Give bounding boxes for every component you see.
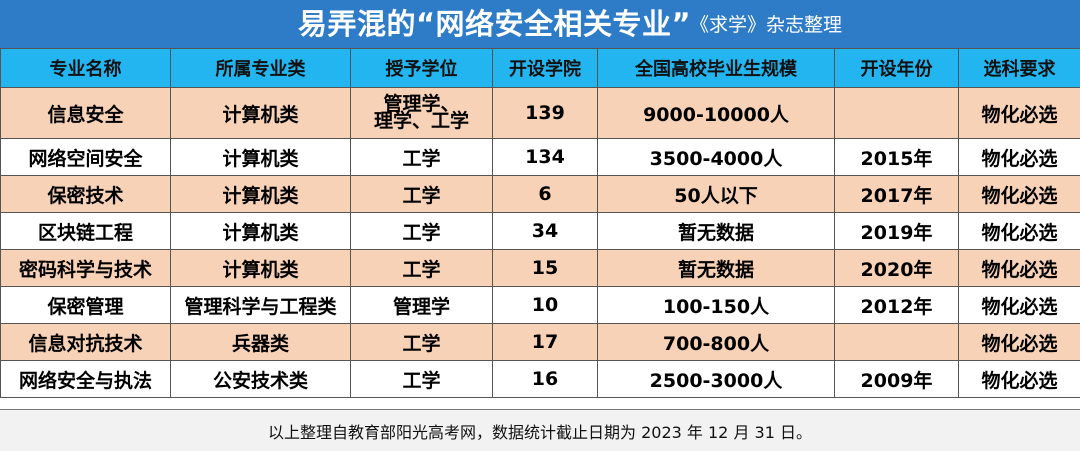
- column-header: 选科要求: [959, 49, 1080, 88]
- year-cell: 2017年: [835, 176, 959, 213]
- degree-cell: 管理学: [351, 287, 493, 324]
- major-name-cell: 信息安全: [1, 88, 171, 139]
- category-cell: 公安技术类: [171, 361, 351, 398]
- subject-cell: 物化必选: [959, 250, 1080, 287]
- major-name-cell: 区块链工程: [1, 213, 171, 250]
- column-header: 专业名称: [1, 49, 171, 88]
- table-row: 保密技术 计算机类 工学 6 50人以下 2017年 物化必选: [1, 176, 1080, 213]
- table-row: 网络空间安全 计算机类 工学 134 3500-4000人 2015年 物化必选: [1, 139, 1080, 176]
- colleges-cell: 139: [493, 88, 598, 139]
- column-header: 授予学位: [351, 49, 493, 88]
- column-header: 所属专业类: [171, 49, 351, 88]
- colleges-cell: 134: [493, 139, 598, 176]
- scale-cell: 9000-10000人: [598, 88, 835, 139]
- year-cell: 2009年: [835, 361, 959, 398]
- major-name-cell: 保密管理: [1, 287, 171, 324]
- table-row: 保密管理 管理科学与工程类 管理学 10 100-150人 2012年 物化必选: [1, 287, 1080, 324]
- subject-cell: 物化必选: [959, 213, 1080, 250]
- table-row: 信息对抗技术 兵器类 工学 17 700-800人 物化必选: [1, 324, 1080, 361]
- degree-cell: 工学: [351, 176, 493, 213]
- scale-cell: 2500-3000人: [598, 361, 835, 398]
- degree-cell: 工学: [351, 213, 493, 250]
- table-row: 网络安全与执法 公安技术类 工学 16 2500-3000人 2009年 物化必…: [1, 361, 1080, 398]
- colleges-cell: 6: [493, 176, 598, 213]
- category-cell: 计算机类: [171, 139, 351, 176]
- title-banner: 易弄混的“网络安全相关专业” 《求学》杂志整理: [0, 0, 1080, 48]
- scale-cell: 暂无数据: [598, 250, 835, 287]
- colleges-cell: 15: [493, 250, 598, 287]
- major-name-cell: 网络空间安全: [1, 139, 171, 176]
- degree-cell: 工学: [351, 324, 493, 361]
- column-header: 全国高校毕业生规模: [598, 49, 835, 88]
- scale-cell: 暂无数据: [598, 213, 835, 250]
- year-cell: 2015年: [835, 139, 959, 176]
- degree-cell: 工学: [351, 361, 493, 398]
- major-name-cell: 密码科学与技术: [1, 250, 171, 287]
- category-cell: 计算机类: [171, 213, 351, 250]
- year-cell: [835, 88, 959, 139]
- scale-cell: 100-150人: [598, 287, 835, 324]
- year-cell: 2012年: [835, 287, 959, 324]
- colleges-cell: 34: [493, 213, 598, 250]
- source-footnote: 以上整理自教育部阳光高考网，数据统计截止日期为 2023 年 12 月 31 日…: [0, 409, 1080, 451]
- scale-cell: 3500-4000人: [598, 139, 835, 176]
- subject-cell: 物化必选: [959, 88, 1080, 139]
- source-credit: 《求学》杂志整理: [690, 13, 842, 37]
- column-header: 开设年份: [835, 49, 959, 88]
- subject-cell: 物化必选: [959, 287, 1080, 324]
- degree-cell: 管理学、 理学、工学: [351, 88, 493, 139]
- subject-cell: 物化必选: [959, 176, 1080, 213]
- table-row: 区块链工程 计算机类 工学 34 暂无数据 2019年 物化必选: [1, 213, 1080, 250]
- subject-cell: 物化必选: [959, 361, 1080, 398]
- major-name-cell: 网络安全与执法: [1, 361, 171, 398]
- degree-line: 理学、工学: [351, 113, 492, 130]
- page-title: 易弄混的“网络安全相关专业”: [298, 6, 691, 42]
- scale-cell: 700-800人: [598, 324, 835, 361]
- colleges-cell: 17: [493, 324, 598, 361]
- subject-cell: 物化必选: [959, 324, 1080, 361]
- major-name-cell: 保密技术: [1, 176, 171, 213]
- colleges-cell: 10: [493, 287, 598, 324]
- scale-cell: 50人以下: [598, 176, 835, 213]
- category-cell: 兵器类: [171, 324, 351, 361]
- subject-cell: 物化必选: [959, 139, 1080, 176]
- major-name-cell: 信息对抗技术: [1, 324, 171, 361]
- majors-table: 专业名称 所属专业类 授予学位 开设学院 全国高校毕业生规模 开设年份 选科要求…: [0, 48, 1080, 398]
- degree-cell: 工学: [351, 139, 493, 176]
- category-cell: 计算机类: [171, 176, 351, 213]
- table-row: 密码科学与技术 计算机类 工学 15 暂无数据 2020年 物化必选: [1, 250, 1080, 287]
- year-cell: 2020年: [835, 250, 959, 287]
- table-row: 信息安全 计算机类 管理学、 理学、工学 139 9000-10000人 物化必…: [1, 88, 1080, 139]
- year-cell: [835, 324, 959, 361]
- table-header-row: 专业名称 所属专业类 授予学位 开设学院 全国高校毕业生规模 开设年份 选科要求: [1, 49, 1080, 88]
- category-cell: 计算机类: [171, 88, 351, 139]
- column-header: 开设学院: [493, 49, 598, 88]
- category-cell: 管理科学与工程类: [171, 287, 351, 324]
- colleges-cell: 16: [493, 361, 598, 398]
- category-cell: 计算机类: [171, 250, 351, 287]
- year-cell: 2019年: [835, 213, 959, 250]
- degree-cell: 工学: [351, 250, 493, 287]
